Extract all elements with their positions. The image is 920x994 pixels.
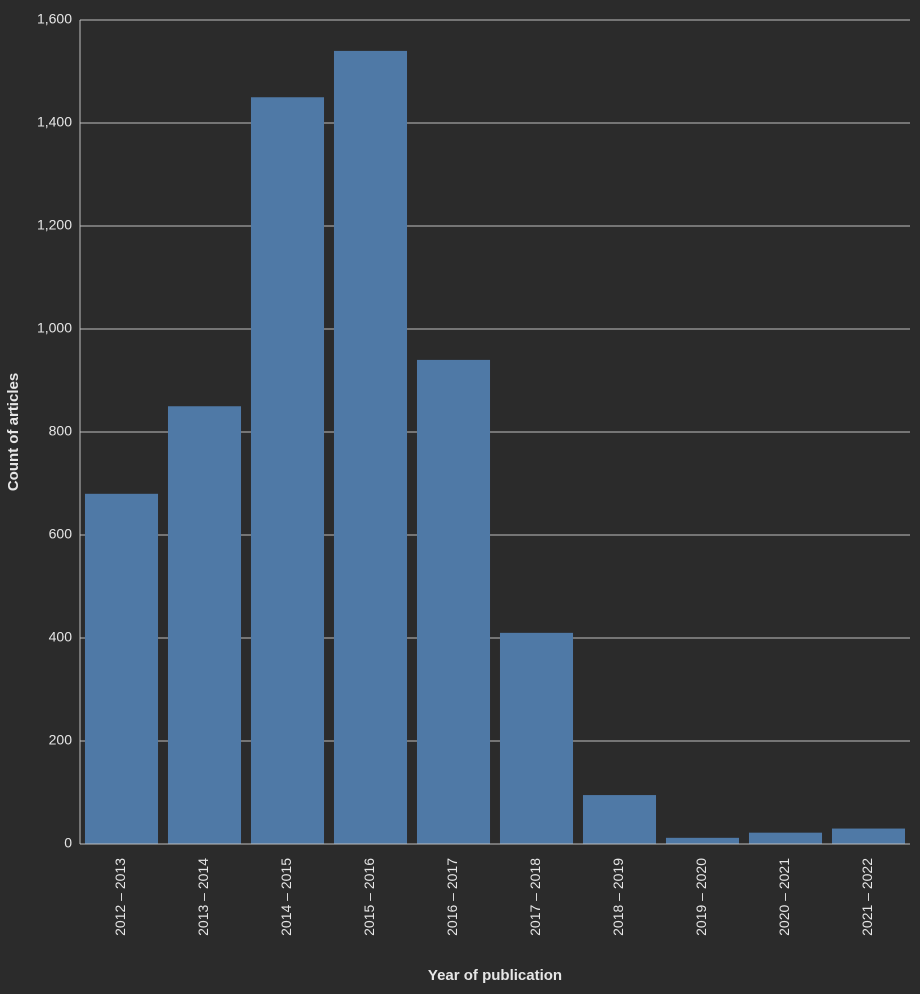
x-axis-title: Year of publication bbox=[428, 967, 562, 984]
x-tick-label: 2014 – 2015 bbox=[278, 858, 294, 936]
bar bbox=[500, 633, 573, 844]
bar bbox=[168, 406, 241, 844]
bar bbox=[583, 795, 656, 844]
y-axis-title: Count of articles bbox=[5, 373, 22, 491]
bar bbox=[417, 360, 490, 844]
bar bbox=[85, 494, 158, 844]
y-tick-label: 1,600 bbox=[37, 11, 72, 27]
x-tick-label: 2019 – 2020 bbox=[693, 858, 709, 936]
x-tick-label: 2021 – 2022 bbox=[859, 858, 875, 936]
x-tick-label: 2013 – 2014 bbox=[195, 858, 211, 936]
y-tick-label: 1,400 bbox=[37, 114, 72, 130]
y-tick-label: 800 bbox=[49, 423, 73, 439]
bar bbox=[334, 51, 407, 844]
y-tick-label: 1,000 bbox=[37, 320, 72, 336]
x-tick-label: 2015 – 2016 bbox=[361, 858, 377, 936]
y-tick-label: 600 bbox=[49, 526, 73, 542]
y-tick-label: 0 bbox=[64, 835, 72, 851]
y-tick-label: 1,200 bbox=[37, 217, 72, 233]
x-tick-label: 2020 – 2021 bbox=[776, 858, 792, 936]
bar-chart: 0 200 400 600 800 1,000 1,200 1,400 1,600 2012 – … bbox=[0, 0, 920, 994]
bar bbox=[251, 97, 324, 844]
y-tick-label: 200 bbox=[49, 732, 73, 748]
bar bbox=[666, 838, 739, 844]
x-tick-label: 2016 – 2017 bbox=[444, 858, 460, 936]
bar bbox=[832, 829, 905, 844]
bar bbox=[749, 833, 822, 844]
x-tick-label: 2018 – 2019 bbox=[610, 858, 626, 936]
x-tick-label: 2017 – 2018 bbox=[527, 858, 543, 936]
y-tick-label: 400 bbox=[49, 629, 73, 645]
x-tick-label: 2012 – 2013 bbox=[112, 858, 128, 936]
chart-canvas: 0 200 400 600 800 1,000 1,200 1,400 1,600 2012 – … bbox=[0, 0, 920, 994]
